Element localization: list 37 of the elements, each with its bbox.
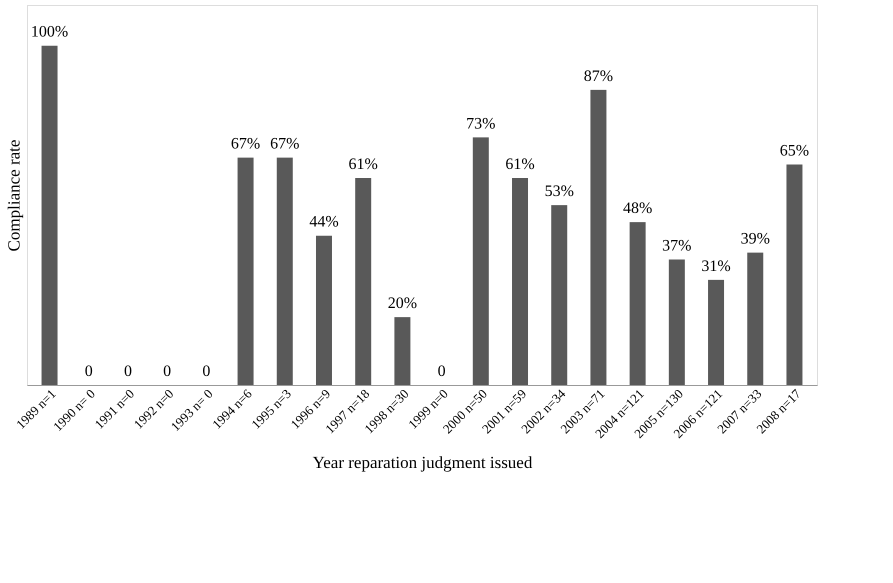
data-label: 0	[202, 363, 210, 380]
data-label: 0	[84, 363, 93, 380]
bar	[590, 90, 606, 385]
data-label: 61%	[505, 156, 535, 174]
y-axis-title: Compliance rate	[4, 140, 24, 252]
data-label: 100%	[30, 24, 68, 41]
x-axis-title: Year reparation judgment issued	[312, 452, 533, 472]
bar	[42, 46, 58, 385]
data-label: 0	[438, 363, 446, 380]
bar	[747, 252, 764, 385]
data-label: 61%	[348, 156, 378, 174]
data-label: 37%	[662, 237, 692, 254]
data-label: 0	[163, 363, 172, 380]
data-label: 0	[124, 363, 132, 380]
data-label: 73%	[466, 115, 496, 132]
bar	[355, 178, 372, 385]
data-label: 44%	[309, 214, 339, 231]
bar	[786, 164, 802, 385]
data-label: 20%	[388, 295, 418, 312]
bar	[394, 317, 410, 385]
bar	[708, 280, 724, 385]
data-label: 67%	[270, 136, 300, 153]
data-label: 39%	[740, 230, 770, 248]
bar	[238, 158, 254, 385]
data-label: 53%	[544, 183, 574, 200]
data-label: 31%	[701, 258, 731, 275]
data-label: 65%	[780, 142, 810, 160]
bar	[630, 222, 646, 385]
bar	[276, 158, 293, 385]
data-label: 87%	[584, 68, 614, 85]
bar	[472, 137, 489, 385]
data-label: 67%	[230, 136, 260, 153]
bar	[668, 259, 685, 385]
bar	[316, 236, 332, 385]
data-label: 48%	[622, 200, 652, 218]
bar	[512, 178, 528, 385]
bar	[551, 205, 568, 385]
